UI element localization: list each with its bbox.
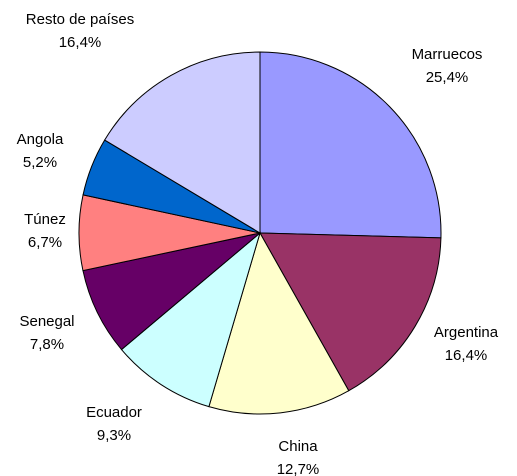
value-label: 16,4% bbox=[445, 347, 488, 364]
value-label: 25,4% bbox=[426, 69, 469, 86]
slice-label: Argentina bbox=[434, 324, 499, 341]
pie-slice bbox=[259, 232, 442, 392]
value-label: 16,4% bbox=[59, 34, 102, 51]
slice-label: Senegal bbox=[19, 313, 74, 330]
value-label: 12,7% bbox=[277, 461, 320, 476]
slice-label: Angola bbox=[17, 131, 64, 148]
pie-slice bbox=[259, 51, 442, 239]
pie-slice bbox=[120, 231, 261, 408]
pie-slice bbox=[208, 231, 350, 415]
slice-label: Ecuador bbox=[86, 404, 142, 421]
value-label: 7,8% bbox=[30, 336, 64, 353]
slice-label: Túnez bbox=[24, 211, 66, 228]
value-label: 5,2% bbox=[23, 154, 57, 171]
slice-label: Marruecos bbox=[412, 46, 483, 63]
value-label: 9,3% bbox=[97, 427, 131, 444]
pie-slice bbox=[104, 51, 261, 234]
slice-label: Resto de países bbox=[26, 11, 134, 28]
slice-label: China bbox=[278, 438, 318, 455]
value-label: 6,7% bbox=[28, 234, 62, 251]
